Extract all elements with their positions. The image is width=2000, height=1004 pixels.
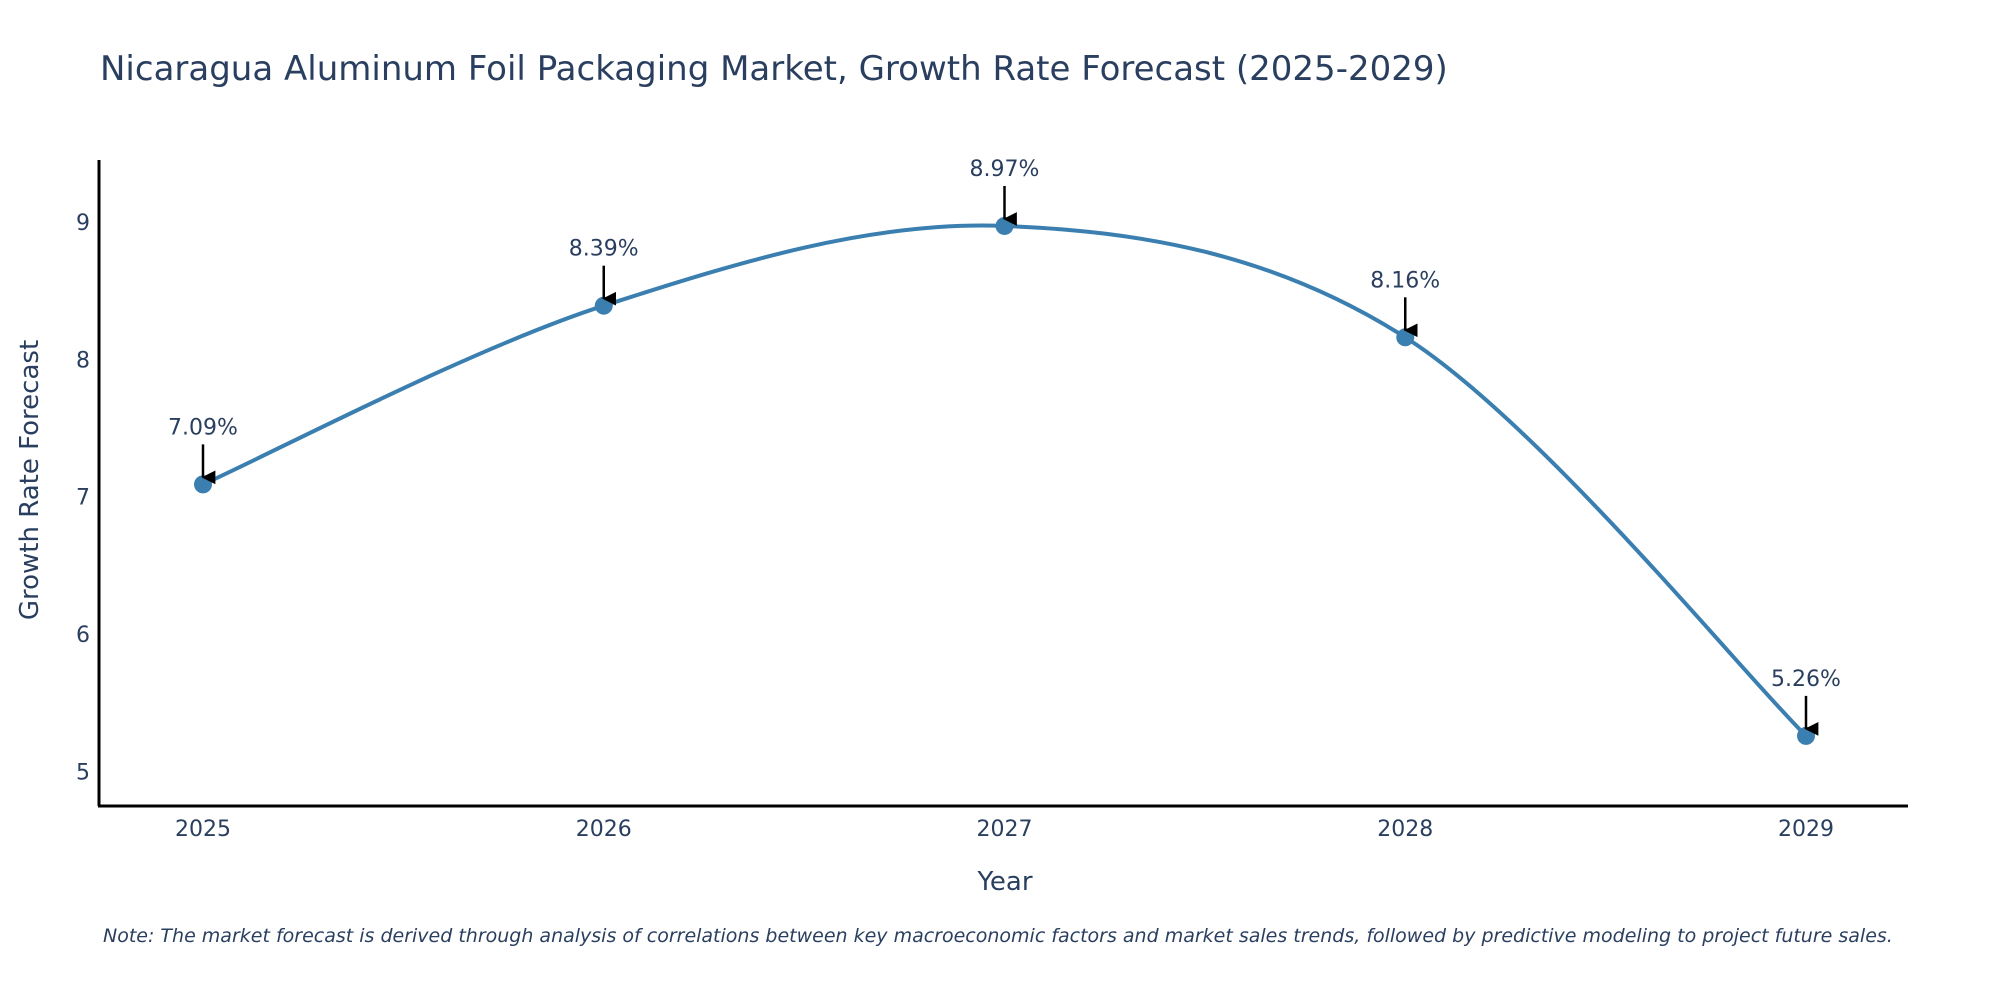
series-line [201,223,1808,738]
data-point [995,216,1014,235]
data-point [194,475,212,494]
x-tick-label: 2029 [1778,817,1834,842]
y-axis-title: Growth Rate Forecast [15,340,45,620]
data-label: 7.09% [168,415,238,440]
y-axis-ticks: 5 6 7 8 9 [76,211,90,786]
y-tick-label: 7 [76,486,90,511]
data-point [594,296,613,315]
x-tick-label: 2026 [576,817,632,842]
data-label: 8.39% [569,237,639,262]
y-tick-label: 6 [76,623,90,648]
y-tick-label: 5 [76,761,90,786]
data-label-annotations: 7.09% 8.39% 8.97% 8.16% 5.26% [168,157,1841,736]
x-tick-label: 2025 [175,817,231,842]
data-point [1396,328,1415,347]
data-label: 5.26% [1771,667,1841,692]
data-label: 8.97% [970,157,1040,182]
x-axis-title: Year [976,867,1032,897]
x-tick-label: 2027 [977,817,1033,842]
chart-title: Nicaragua Aluminum Foil Packaging Market… [100,49,1448,89]
x-axis-ticks: 2025 2026 2027 2028 2029 [175,817,1834,842]
y-tick-label: 8 [76,348,90,373]
data-label: 8.16% [1370,268,1440,293]
data-point [1797,726,1815,745]
y-tick-label: 9 [76,211,90,236]
x-tick-label: 2028 [1377,817,1433,842]
chart-note: Note: The market forecast is derived thr… [103,925,1893,947]
